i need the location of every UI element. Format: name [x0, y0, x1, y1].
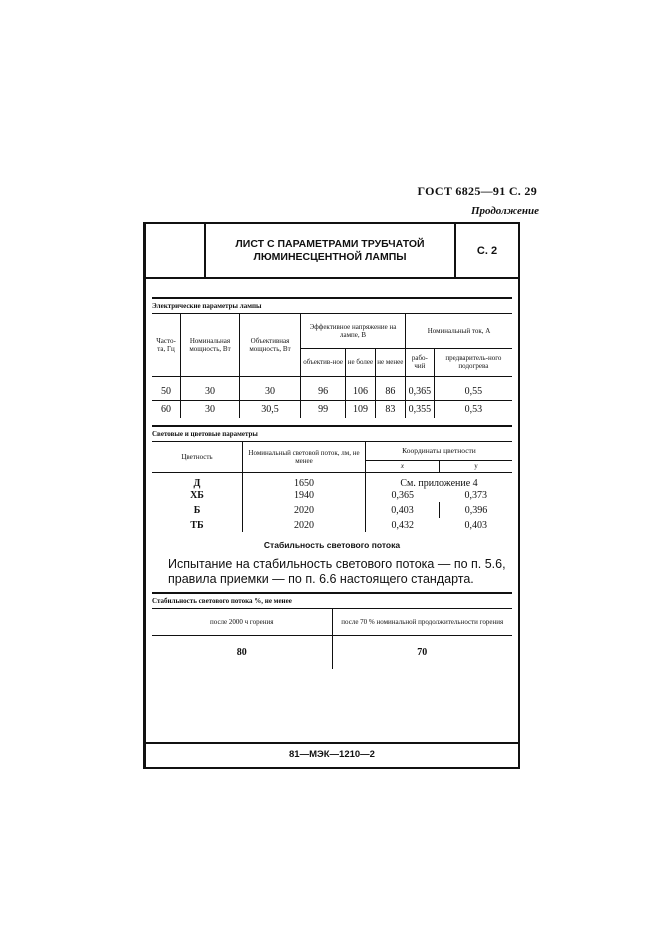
- cell: 0,55: [433, 384, 512, 400]
- cell: 2020: [242, 502, 366, 518]
- cell: 1940: [242, 490, 366, 502]
- cell: 30,5: [239, 400, 301, 418]
- col-header: x: [365, 460, 440, 472]
- col-header: Номинальная мощность, Вт: [180, 314, 240, 376]
- table-title: Электрические параметры лампы: [152, 297, 512, 314]
- col-header: Эффективное напряжение на лампе, В: [300, 314, 406, 349]
- table-row: Д 1650 См. приложение 4: [152, 478, 512, 490]
- table-row: Б 2020 0,403 0,396: [152, 502, 512, 518]
- col-header: Номинальный световой поток, лм, не менее: [242, 442, 366, 472]
- stability-paragraph: Испытание на стабильность светового пото…: [168, 557, 506, 586]
- col-header: Номинальный ток, А: [405, 314, 512, 349]
- cell: 0,432: [365, 518, 440, 532]
- sheet-number: С. 2: [476, 244, 498, 257]
- col-header: предваритель-ного подогрева: [433, 348, 512, 376]
- table-row: ТБ 2020 0,432 0,403: [152, 518, 512, 532]
- cell: 0,355: [405, 400, 435, 418]
- cell: 109: [345, 400, 376, 418]
- cell: 96: [299, 384, 346, 400]
- table-row: 60 30 30,5 99 109 83 0,355 0,53: [152, 400, 512, 418]
- cell: 1650: [242, 478, 366, 490]
- sheet-title: ЛИСТ С ПАРАМЕТРАМИ ТРУБЧАТОЙ ЛЮМИНЕСЦЕНТН…: [206, 224, 456, 277]
- cell: 30: [180, 384, 240, 400]
- table-row: ХБ 1940 0,365 0,373: [152, 490, 512, 502]
- cell: 0,365: [365, 490, 440, 502]
- cell: 30: [239, 384, 301, 400]
- cell: 86: [374, 384, 406, 400]
- col-header: объектив-ное: [299, 348, 346, 376]
- cell: См. приложение 4: [365, 478, 512, 490]
- title-box-blank: [146, 224, 206, 277]
- cell: 70: [331, 635, 512, 669]
- cell: 0,365: [405, 384, 435, 400]
- stability-table: Стабильность светового потока %, не мене…: [152, 592, 512, 669]
- title-line: ЛЮМИНЕСЦЕНТНОЙ ЛАМПЫ: [253, 250, 407, 263]
- cell: 30: [180, 400, 240, 418]
- cell: 0,403: [365, 502, 440, 518]
- table-row: 80 70: [152, 635, 512, 669]
- col-header: y: [438, 460, 512, 472]
- table-row: 50 30 30 96 106 86 0,365 0,55: [152, 384, 512, 400]
- cell: 50: [161, 386, 171, 398]
- cell: Б: [193, 504, 201, 516]
- col-header: Координаты цветности: [365, 442, 512, 461]
- table-title: Стабильность светового потока %, не мене…: [152, 592, 512, 609]
- cell: 0,53: [433, 400, 512, 418]
- table-title: Световые и цветовые параметры: [152, 425, 512, 442]
- col-header: после 2000 ч горения: [210, 617, 274, 626]
- col-header: Часто-та, Гц: [156, 336, 176, 353]
- standard-number: ГОСТ 6825—91 С. 29: [417, 184, 537, 198]
- col-header: не менее: [374, 348, 406, 376]
- cell: 80: [236, 646, 247, 658]
- cell: ТБ: [190, 519, 204, 531]
- cell: ХБ: [190, 490, 204, 501]
- cell: 0,373: [464, 490, 487, 501]
- cell: 0,403: [464, 519, 487, 531]
- title-box: ЛИСТ С ПАРАМЕТРАМИ ТРУБЧАТОЙ ЛЮМИНЕСЦЕНТН…: [146, 224, 518, 279]
- col-header: рабо-чий: [405, 348, 435, 376]
- cell: 60: [161, 403, 171, 415]
- sheet-frame: ЛИСТ С ПАРАМЕТРАМИ ТРУБЧАТОЙ ЛЮМИНЕСЦЕНТН…: [143, 222, 520, 769]
- col-header: после 70 % номинальной продолжительности…: [331, 609, 512, 635]
- cell: 0,396: [438, 502, 512, 518]
- electrical-table: Электрические параметры лампы Часто-та, …: [152, 297, 512, 418]
- footer-code: 81—МЭК—1210—2: [146, 742, 518, 760]
- stability-heading: Стабильность светового потока: [263, 540, 401, 550]
- cell: 83: [374, 400, 406, 418]
- col-header: Цветность: [181, 452, 213, 461]
- cell: 106: [345, 384, 376, 400]
- light-table: Световые и цветовые параметры Цветность …: [152, 425, 512, 532]
- cell: 2020: [242, 518, 366, 532]
- col-header: Объективная мощность, Вт: [239, 314, 301, 376]
- cell: 99: [299, 400, 346, 418]
- title-line: ЛИСТ С ПАРАМЕТРАМИ ТРУБЧАТОЙ: [235, 237, 425, 250]
- cell: Д: [193, 478, 201, 489]
- continuation-label: Продолжение: [470, 205, 539, 217]
- col-header: не более: [345, 348, 376, 376]
